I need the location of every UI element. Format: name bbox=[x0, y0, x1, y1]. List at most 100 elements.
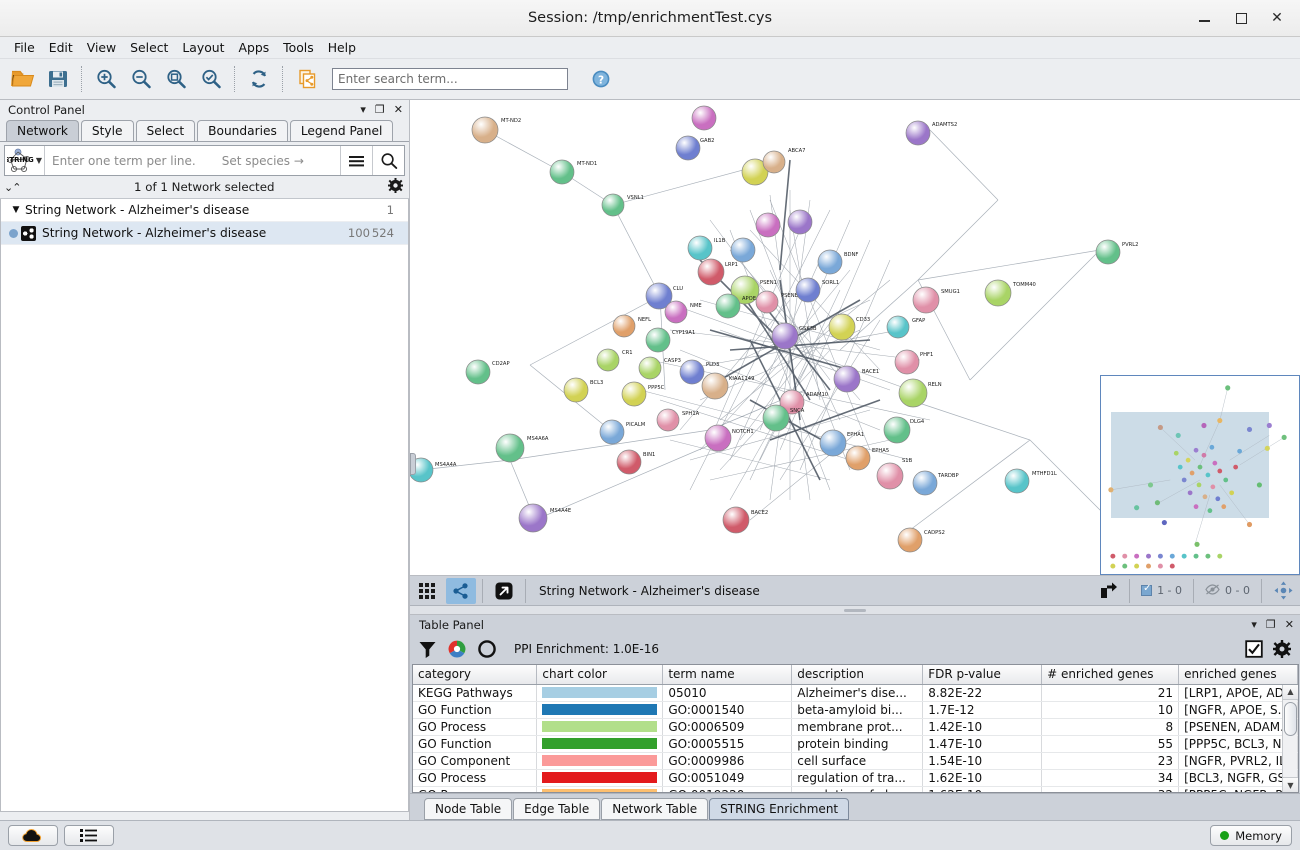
cloud-icon[interactable] bbox=[8, 825, 58, 846]
table-row[interactable]: GO Process GO:0051049 regulation of tra...… bbox=[413, 769, 1298, 787]
col-term-name[interactable]: term name bbox=[662, 665, 793, 685]
tab-style[interactable]: Style bbox=[80, 120, 134, 141]
refresh-icon[interactable] bbox=[242, 63, 275, 96]
menu-tools[interactable]: Tools bbox=[283, 40, 314, 55]
search-input[interactable]: Enter search term... bbox=[332, 68, 568, 90]
tree-row-root[interactable]: ▼ String Network - Alzheimer's disease 1 bbox=[1, 199, 408, 222]
tab-string-enrichment[interactable]: STRING Enrichment bbox=[709, 798, 850, 820]
menu-edit[interactable]: Edit bbox=[48, 40, 73, 55]
menu-help[interactable]: Help bbox=[327, 40, 356, 55]
enrichment-table-body-scroll[interactable]: KEGG Pathways 05010 Alzheimer's dise... 8.8… bbox=[413, 684, 1298, 792]
toolbar-separator-3 bbox=[282, 66, 283, 92]
svg-text:MS4A4A: MS4A4A bbox=[435, 462, 457, 468]
detach-view-icon[interactable] bbox=[489, 578, 519, 604]
help-icon[interactable]: ? bbox=[584, 63, 617, 96]
table-row[interactable]: KEGG Pathways 05010 Alzheimer's dise... 8.8… bbox=[413, 684, 1298, 702]
string-query-input[interactable]: Enter one term per line. Set species → bbox=[45, 146, 340, 175]
scroll-down-arrow-icon[interactable]: ▼ bbox=[1283, 777, 1298, 792]
save-icon[interactable] bbox=[41, 63, 74, 96]
table-panel: Table Panel ▾ ❐ ✕ bbox=[410, 615, 1300, 820]
string-logo-icon[interactable]: STRING ▼ bbox=[5, 146, 45, 175]
control-panel-dropdown-icon[interactable]: ▾ bbox=[360, 103, 366, 116]
network-settings-gear-icon[interactable] bbox=[388, 178, 403, 196]
zoom-in-icon[interactable] bbox=[89, 63, 122, 96]
zoom-fit-network-icon[interactable] bbox=[194, 63, 227, 96]
list-icon[interactable] bbox=[64, 825, 114, 846]
menu-layout[interactable]: Layout bbox=[182, 40, 225, 55]
donut-chart-icon[interactable] bbox=[447, 639, 467, 659]
table-row[interactable]: GO Function GO:0005515 protein binding 1.47… bbox=[413, 735, 1298, 753]
filter-icon[interactable] bbox=[418, 640, 437, 659]
menu-select[interactable]: Select bbox=[130, 40, 169, 55]
selected-nodes-counter[interactable]: 1 - 0 bbox=[1134, 583, 1189, 597]
collapse-all-icon[interactable]: ⌄⌃ bbox=[4, 180, 21, 194]
set-species-link[interactable]: Set species → bbox=[221, 153, 304, 168]
tab-node-table[interactable]: Node Table bbox=[424, 798, 513, 820]
cell-enriched-genes: [LRP1, APOE, AD... bbox=[1178, 684, 1298, 702]
tab-edge-table[interactable]: Edge Table bbox=[513, 798, 601, 820]
checkbox-icon[interactable] bbox=[1245, 640, 1263, 658]
ppi-enrichment-label: PPI Enrichment: 1.0E-16 bbox=[514, 642, 659, 656]
pan-icon[interactable] bbox=[1268, 578, 1298, 604]
scroll-up-arrow-icon[interactable]: ▲ bbox=[1283, 684, 1298, 700]
chevron-down-icon[interactable]: ▼ bbox=[35, 156, 43, 165]
search-icon[interactable] bbox=[372, 146, 404, 175]
svg-text:PSENEN: PSENEN bbox=[781, 293, 802, 299]
menu-apps[interactable]: Apps bbox=[238, 40, 270, 55]
col-enriched-count[interactable]: # enriched genes bbox=[1041, 665, 1180, 685]
new-network-icon[interactable] bbox=[290, 63, 323, 96]
memory-status-button[interactable]: Memory bbox=[1210, 825, 1292, 846]
tree-row-network[interactable]: String Network - Alzheimer's disease 100… bbox=[1, 222, 408, 245]
tab-network[interactable]: Network bbox=[6, 120, 79, 141]
tab-boundaries[interactable]: Boundaries bbox=[197, 120, 288, 141]
table-panel-dropdown-icon[interactable]: ▾ bbox=[1251, 618, 1257, 631]
menu-view[interactable]: View bbox=[86, 40, 117, 55]
enrichment-rows: KEGG Pathways 05010 Alzheimer's dise... 8.8… bbox=[413, 684, 1298, 792]
col-category[interactable]: category bbox=[413, 665, 538, 685]
expand-arrow-icon[interactable]: ▼ bbox=[12, 205, 20, 215]
control-panel-close-icon[interactable]: ✕ bbox=[393, 103, 403, 116]
scroll-thumb[interactable] bbox=[1284, 701, 1297, 736]
table-panel-header: Table Panel ▾ ❐ ✕ bbox=[410, 615, 1300, 634]
gear-icon[interactable] bbox=[1273, 640, 1291, 658]
tab-network-table[interactable]: Network Table bbox=[601, 798, 709, 820]
svg-text:KIAA1149: KIAA1149 bbox=[729, 376, 754, 382]
svg-text:CD33: CD33 bbox=[856, 317, 870, 323]
network-view[interactable]: MT-ND2 MT-ND1 VSNL1 CD2AP MS4A4A MS4A6A … bbox=[410, 100, 1300, 576]
main-toolbar: Enter search term... ? bbox=[0, 59, 1300, 100]
ring-icon[interactable] bbox=[477, 639, 497, 659]
tab-legend-panel[interactable]: Legend Panel bbox=[289, 120, 394, 141]
table-row[interactable]: GO Process GO:0019220regulation of ph...1… bbox=[413, 786, 1298, 792]
network-summary-bar: ⌄⌃ 1 of 1 Network selected bbox=[0, 176, 409, 199]
table-row[interactable]: GO Process GO:0006509 membrane prot... 1.42… bbox=[413, 718, 1298, 736]
open-folder-icon[interactable] bbox=[6, 63, 39, 96]
tab-select[interactable]: Select bbox=[135, 120, 196, 141]
svg-text:CR1: CR1 bbox=[622, 350, 633, 356]
export-icon[interactable] bbox=[1093, 578, 1123, 604]
table-row[interactable]: GO Component GO:0009986 cell surface 1.54E-… bbox=[413, 752, 1298, 770]
menu-file[interactable]: File bbox=[14, 40, 35, 55]
network-view-icon[interactable] bbox=[446, 577, 476, 604]
table-panel-float-icon[interactable]: ❐ bbox=[1265, 618, 1276, 631]
col-description[interactable]: description bbox=[791, 665, 924, 685]
zoom-fit-selected-icon[interactable] bbox=[159, 63, 192, 96]
svg-text:STRING: STRING bbox=[7, 156, 34, 164]
minimap-viewport[interactable] bbox=[1111, 412, 1269, 518]
col-fdr-p-value[interactable]: FDR p-value bbox=[922, 665, 1043, 685]
maximize-button[interactable] bbox=[1234, 11, 1248, 25]
table-row[interactable]: GO Function GO:0001540 beta-amyloid bi... 1… bbox=[413, 701, 1298, 719]
zoom-out-icon[interactable] bbox=[124, 63, 157, 96]
minimize-button[interactable] bbox=[1198, 11, 1212, 25]
hamburger-icon[interactable] bbox=[340, 146, 372, 175]
network-minimap[interactable] bbox=[1100, 375, 1300, 575]
panel-splitter[interactable] bbox=[410, 606, 1300, 615]
view-drag-handle[interactable] bbox=[410, 453, 416, 475]
hidden-nodes-counter[interactable]: 0 - 0 bbox=[1198, 583, 1257, 598]
col-chart-color[interactable]: chart color bbox=[536, 665, 664, 685]
table-vertical-scrollbar[interactable]: ▲ ▼ bbox=[1282, 684, 1298, 792]
grid-view-icon[interactable] bbox=[412, 578, 442, 604]
table-panel-close-icon[interactable]: ✕ bbox=[1284, 618, 1294, 631]
close-button[interactable]: ✕ bbox=[1271, 10, 1283, 26]
control-panel-float-icon[interactable]: ❐ bbox=[374, 103, 385, 116]
col-enriched-genes[interactable]: enriched genes bbox=[1178, 665, 1298, 685]
